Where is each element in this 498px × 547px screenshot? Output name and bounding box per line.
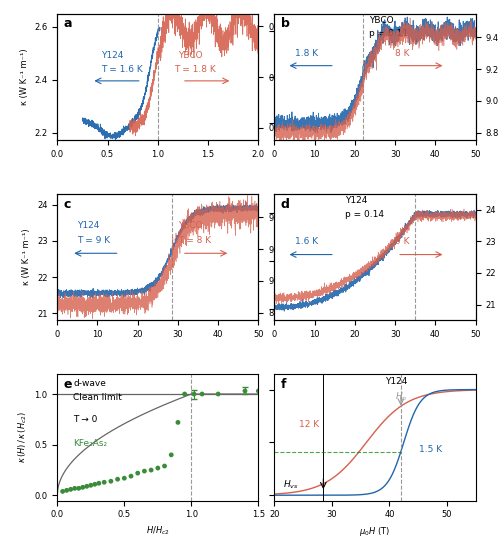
Text: f: f — [280, 377, 286, 391]
Point — [91, 480, 99, 488]
Text: 1.8 K: 1.8 K — [295, 49, 318, 57]
Point — [134, 469, 142, 478]
Text: p = 0.11: p = 0.11 — [369, 30, 408, 38]
Text: d: d — [280, 197, 289, 211]
Point — [59, 487, 67, 496]
Point — [83, 482, 91, 491]
Point — [198, 389, 206, 398]
Point — [121, 474, 128, 482]
X-axis label: $\mu_0 H$ (T): $\mu_0 H$ (T) — [360, 525, 391, 538]
Point — [241, 387, 249, 395]
Point — [160, 462, 168, 470]
Point — [190, 389, 198, 398]
Text: T = 1.8 K: T = 1.8 K — [174, 65, 216, 74]
Text: Y124: Y124 — [385, 377, 407, 386]
Text: 1.6 K: 1.6 K — [295, 237, 318, 246]
Text: T = 8 K: T = 8 K — [178, 236, 211, 245]
Point — [174, 418, 182, 427]
Text: Y124: Y124 — [345, 196, 367, 205]
Point — [95, 479, 103, 487]
Text: YBCO: YBCO — [178, 51, 203, 60]
Text: e: e — [63, 377, 72, 391]
Text: YBCO: YBCO — [178, 221, 203, 230]
Text: T = 1.6 K: T = 1.6 K — [102, 65, 143, 74]
Point — [79, 483, 87, 492]
Text: KFe₂As₂: KFe₂As₂ — [73, 439, 108, 448]
Point — [107, 477, 115, 486]
Point — [114, 475, 122, 484]
Point — [167, 451, 175, 459]
Y-axis label: κ (W K⁻¹ m⁻¹): κ (W K⁻¹ m⁻¹) — [22, 229, 31, 286]
Point — [71, 484, 79, 493]
Y-axis label: $\kappa\,(H)\,/\,\kappa\,(H_{c2})$: $\kappa\,(H)\,/\,\kappa\,(H_{c2})$ — [16, 411, 29, 463]
Text: $H_n$: $H_n$ — [395, 390, 407, 403]
Point — [87, 481, 95, 490]
Text: Y124: Y124 — [102, 51, 124, 60]
Text: 9 K: 9 K — [395, 237, 410, 246]
Point — [181, 389, 189, 398]
Text: T → 0: T → 0 — [73, 415, 98, 424]
Text: c: c — [63, 197, 71, 211]
Text: Clean limit: Clean limit — [73, 393, 122, 403]
Text: a: a — [63, 18, 72, 31]
Point — [63, 486, 71, 494]
Text: b: b — [280, 18, 289, 31]
Point — [100, 478, 108, 487]
Text: 8 K: 8 K — [395, 49, 410, 57]
Text: 1.5 K: 1.5 K — [419, 445, 442, 455]
Text: 12 K: 12 K — [299, 420, 319, 429]
Point — [127, 472, 135, 481]
X-axis label: $H/H_{c2}$: $H/H_{c2}$ — [146, 525, 170, 537]
Point — [147, 465, 155, 474]
Point — [214, 389, 222, 398]
Y-axis label: κ (W K⁻¹ m⁻¹): κ (W K⁻¹ m⁻¹) — [20, 49, 29, 106]
Text: d-wave: d-wave — [73, 380, 106, 388]
Text: p = 0.14: p = 0.14 — [345, 210, 384, 218]
Text: T = 9 K: T = 9 K — [77, 236, 111, 245]
Point — [154, 464, 162, 473]
Text: Y124: Y124 — [77, 221, 100, 230]
Point — [254, 387, 262, 395]
Text: $H_{vs}$: $H_{vs}$ — [282, 479, 298, 491]
Point — [75, 484, 83, 493]
Point — [140, 467, 148, 475]
Text: YBCO: YBCO — [369, 15, 393, 25]
Point — [67, 485, 75, 494]
